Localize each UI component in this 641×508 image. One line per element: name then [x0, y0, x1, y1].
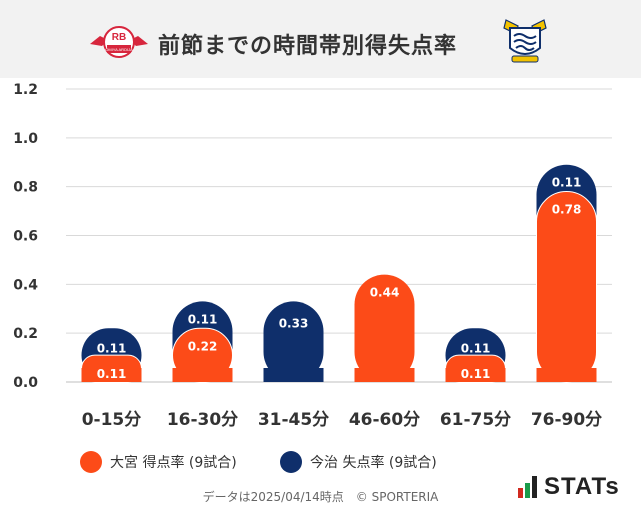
x-tick-label: 31-45分	[258, 410, 329, 430]
bar-scored	[354, 274, 415, 382]
bar-base	[536, 368, 597, 382]
omiya-ardija-logo: RB OMIYA ARDIJA	[90, 26, 148, 58]
legend-item-conceded: 今治 失点率 (9試合)	[280, 449, 437, 475]
legend-item-scored: 大宮 得点率 (9試合)	[80, 449, 237, 475]
logo-rb-text: RB	[112, 32, 126, 43]
stats-brand-text: STATs	[544, 473, 620, 500]
bar-base	[172, 368, 233, 382]
data-label-scored: 0.22	[188, 339, 218, 353]
bar-base	[81, 368, 142, 382]
y-tick-label: 0.6	[13, 229, 38, 245]
bar-base	[354, 368, 415, 382]
logo-sub-text: OMIYA ARDIJA	[105, 47, 133, 52]
y-tick-label: 0.2	[13, 326, 38, 342]
data-label-scored: 0.11	[461, 367, 491, 381]
data-label-scored: 0.44	[370, 286, 400, 300]
x-tick-label: 76-90分	[531, 410, 602, 430]
legend-swatch-conceded	[280, 451, 302, 473]
y-tick-label: 0.0	[13, 375, 38, 391]
bar-chart: 0.0 0.2 0.4 0.6 0.8 1.0 1.2 0.11 0.11 0-15分 0.22 0.…	[13, 82, 612, 430]
legend-swatch-scored	[80, 451, 102, 473]
legend-label-conceded: 今治 失点率 (9試合)	[310, 455, 437, 471]
data-label-conceded: 0.11	[188, 312, 218, 326]
footer-note: データは2025/04/14時点 © SPORTERIA	[202, 490, 439, 504]
bar-scored	[536, 191, 597, 383]
y-tick-label: 0.4	[13, 277, 38, 293]
data-label-scored: 0.78	[552, 203, 582, 217]
data-label-conceded: 0.11	[552, 176, 582, 190]
data-label-conceded: 0.33	[279, 316, 309, 330]
bar-conceded	[263, 301, 324, 382]
data-label-conceded: 0.11	[461, 341, 491, 355]
y-tick-label: 1.2	[13, 82, 38, 98]
fc-imabari-logo	[503, 19, 547, 63]
chart-title: 前節までの時間帯別得失点率	[158, 34, 458, 59]
stats-brand: STATs	[518, 473, 620, 500]
y-tick-label: 0.8	[13, 180, 38, 196]
data-label-conceded: 0.11	[97, 341, 127, 355]
legend-label-scored: 大宮 得点率 (9試合)	[110, 455, 237, 471]
bar-base	[263, 368, 324, 382]
x-tick-label: 61-75分	[440, 410, 511, 430]
stats-logo-icon	[518, 476, 538, 498]
bar-base	[445, 368, 506, 382]
x-tick-label: 46-60分	[349, 410, 420, 430]
x-tick-label: 0-15分	[82, 410, 142, 430]
data-label-scored: 0.11	[97, 367, 127, 381]
chart-header: RB OMIYA ARDIJA 前節までの時間帯別得失点率	[0, 0, 641, 78]
x-tick-label: 16-30分	[167, 410, 238, 430]
y-tick-label: 1.0	[13, 131, 38, 147]
